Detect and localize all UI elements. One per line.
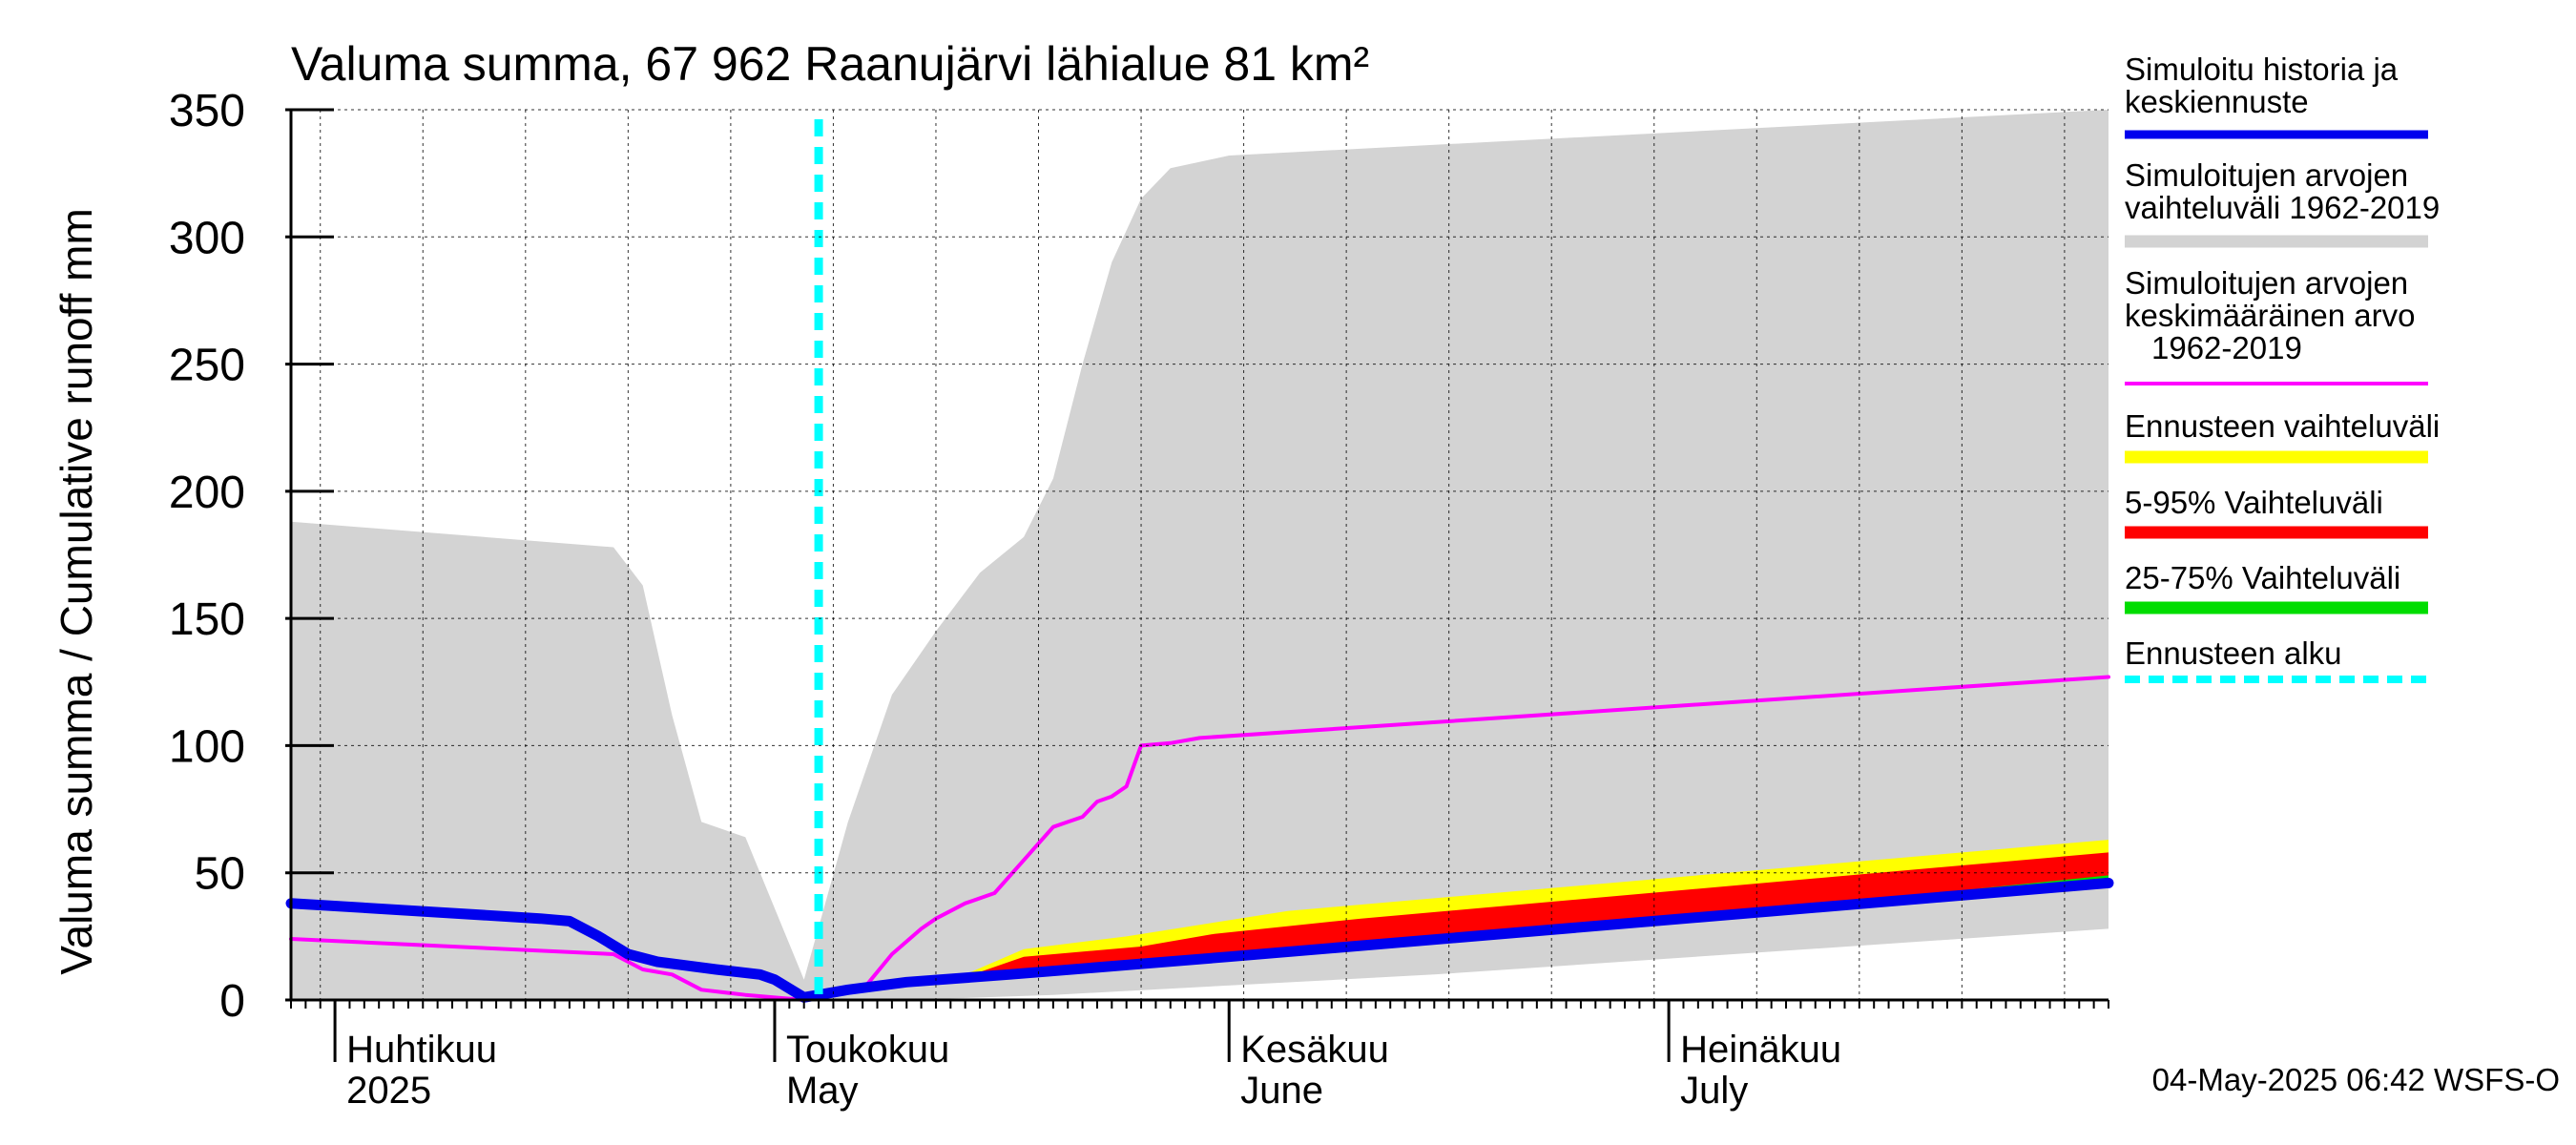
legend-label: Simuloitujen arvojen [2125, 157, 2408, 193]
legend-label: vaihteluväli 1962-2019 [2125, 190, 2440, 225]
series-line-0000ee [285, 877, 2114, 1003]
month-year-label: June [1240, 1070, 1323, 1112]
month-year-label: May [786, 1070, 859, 1112]
y-tick-label: 100 [169, 721, 245, 772]
y-tick-label: 350 [169, 86, 245, 136]
y-tick-label: 0 [219, 976, 245, 1027]
timestamp: 04-May-2025 06:42 WSFS-O [2152, 1062, 2560, 1097]
plot-area [285, 110, 2114, 1003]
legend-label: 5-95% Vaihteluväli [2125, 485, 2383, 520]
month-year-label: 2025 [346, 1070, 431, 1112]
month-label: Heinäkuu [1680, 1029, 1841, 1071]
month-label: Huhtikuu [346, 1029, 497, 1071]
month-label: Kesäkuu [1240, 1029, 1389, 1071]
y-tick-label: 150 [169, 594, 245, 645]
y-tick-label: 200 [169, 468, 245, 518]
y-tick-label: 250 [169, 341, 245, 391]
y-tick-label: 50 [195, 849, 245, 900]
month-label: Toukokuu [786, 1029, 949, 1071]
legend-label: Ennusteen vaihteluväli [2125, 408, 2440, 444]
y-tick-label: 300 [169, 213, 245, 263]
legend-label: keskiennuste [2125, 84, 2309, 119]
chart-title: Valuma summa, 67 962 Raanujärvi lähialue… [291, 37, 1369, 91]
month-year-label: July [1680, 1070, 1748, 1112]
legend-label: Ennusteen alku [2125, 635, 2342, 671]
y-axis-label: Valuma summa / Cumulative runoff mm [52, 208, 101, 975]
legend-label: 1962-2019 [2151, 330, 2302, 365]
legend-label: keskimääräinen arvo [2125, 298, 2415, 333]
series-line-ff00ff [289, 675, 2110, 1002]
legend-label: Simuloitujen arvojen [2125, 265, 2408, 301]
legend-label: Simuloitu historia ja [2125, 52, 2399, 87]
legend-label: 25-75% Vaihteluväli [2125, 560, 2400, 595]
